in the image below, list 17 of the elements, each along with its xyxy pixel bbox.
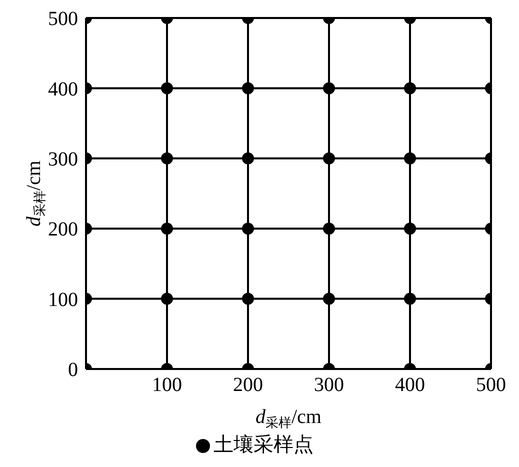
point [242,222,254,235]
y-tick-label: 0 [68,359,78,382]
x-axis-title: d$_{采样}$/cm [256,406,322,430]
y-tick-label: 400 [48,78,78,100]
x-tick-label: 400 [395,374,425,396]
point [242,152,254,164]
legend-label: 土壤采样点 [214,434,314,456]
y-tick-label: 100 [48,288,78,311]
y-tick-label: 200 [48,218,78,241]
x-tick-label: 500 [476,374,506,396]
point [323,152,335,164]
x-tick-label: 100 [152,374,182,396]
x-tick-label: 300 [314,374,344,396]
x-tick-label: 200 [233,374,263,396]
point [323,222,335,235]
y-tick-label: 300 [48,148,78,170]
y-tick-label: 500 [48,8,78,30]
